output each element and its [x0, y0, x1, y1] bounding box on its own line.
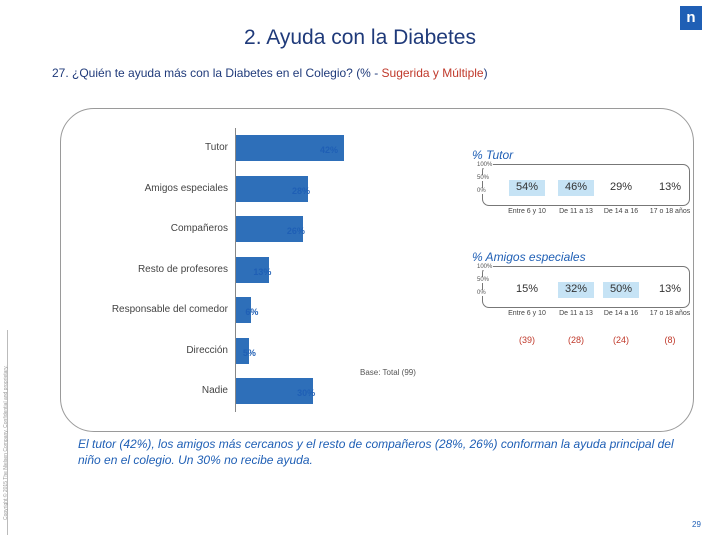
inset-title: % Tutor: [472, 148, 514, 162]
bar: [236, 256, 270, 283]
copyright-text: Copyright © 2015 The Nielsen Company. Co…: [3, 365, 9, 520]
left-edge-line: [7, 330, 8, 535]
inset-category-label: 17 o 18 años: [649, 208, 691, 215]
inset-frame: [482, 164, 690, 206]
inset-category-label: De 14 a 16: [603, 310, 639, 317]
bar: [236, 297, 252, 323]
page-title: 2. Ayuda con la Diabetes: [244, 26, 476, 49]
bar: [236, 216, 303, 242]
category-label: Nadie: [201, 385, 228, 396]
question-note-highlight: Sugerida y Múltiple: [381, 66, 484, 80]
inset-bar: [509, 180, 545, 196]
question-note-close: ): [483, 66, 488, 80]
inset-value-label: 15%: [515, 283, 539, 295]
category-label: Tutor: [205, 142, 228, 153]
main-chart-axis: [235, 128, 236, 412]
nielsen-logo: n: [680, 6, 702, 30]
category-label: Compañeros: [170, 223, 228, 234]
category-label: Responsable del comedor: [111, 304, 228, 315]
base-label: Base: Total (99): [360, 368, 416, 377]
bar-value-label: 30%: [297, 388, 316, 398]
inset-value-label: 29%: [609, 181, 633, 193]
inset-bar: [558, 180, 594, 196]
question-text: 27. ¿Quién te ayuda más con la Diabetes …: [52, 66, 357, 80]
page-number: 29: [692, 520, 701, 529]
bar-value-label: 6%: [245, 307, 259, 317]
bar: [236, 135, 344, 161]
inset-category-label: De 11 a 13: [559, 310, 593, 317]
category-label: Amigos especiales: [144, 182, 228, 194]
inset-base-label: (28): [567, 335, 584, 345]
inset-tick-label: 100%: [476, 162, 494, 168]
inset-category-label: De 14 a 16: [603, 208, 639, 215]
bar-value-label: 5%: [242, 347, 256, 358]
bar: [236, 175, 308, 202]
inset-frame: [482, 266, 690, 308]
inset-value-label: 46%: [564, 181, 588, 193]
inset-base-label: (8): [664, 335, 676, 345]
category-label: Dirección: [186, 344, 228, 356]
chart-panel: [60, 108, 694, 432]
inset-value-label: 13%: [658, 283, 682, 295]
category-label: Resto de profesores: [137, 263, 228, 275]
inset-tick-label: 50%: [476, 175, 491, 181]
inset-bar: [603, 282, 639, 298]
inset-category-label: Entre 6 y 10: [508, 310, 546, 317]
inset-tick-label: 0%: [476, 290, 487, 296]
question-note-open: (% -: [356, 66, 382, 80]
inset-category-label: 17 o 18 años: [649, 310, 691, 317]
inset-category-label: De 11 a 13: [559, 208, 593, 215]
bar: [236, 378, 314, 404]
inset-tick-label: 100%: [476, 264, 494, 270]
inset-bar: [558, 282, 594, 298]
inset-base-label: (39): [518, 335, 535, 345]
inset-tick-label: 0%: [476, 188, 487, 194]
bar-value-label: 42%: [320, 145, 339, 155]
inset-tick-label: 50%: [476, 277, 491, 283]
inset-value-label: 13%: [658, 181, 682, 193]
inset-value-label: 32%: [564, 283, 588, 295]
inset-title: % Amigos especiales: [472, 250, 586, 264]
bar-value-label: 13%: [253, 266, 272, 277]
bar-value-label: 26%: [286, 226, 305, 236]
bar-value-label: 28%: [292, 185, 311, 196]
inset-value-label: 54%: [515, 181, 539, 193]
inset-base-label: (24): [612, 335, 629, 345]
bar: [236, 337, 249, 364]
inset-category-label: Entre 6 y 10: [508, 208, 546, 215]
conclusion-text: El tutor (42%), los amigos más cercanos …: [78, 437, 674, 467]
inset-value-label: 50%: [609, 283, 633, 295]
question-subtitle: 27. ¿Quién te ayuda más con la Diabetes …: [52, 66, 488, 80]
